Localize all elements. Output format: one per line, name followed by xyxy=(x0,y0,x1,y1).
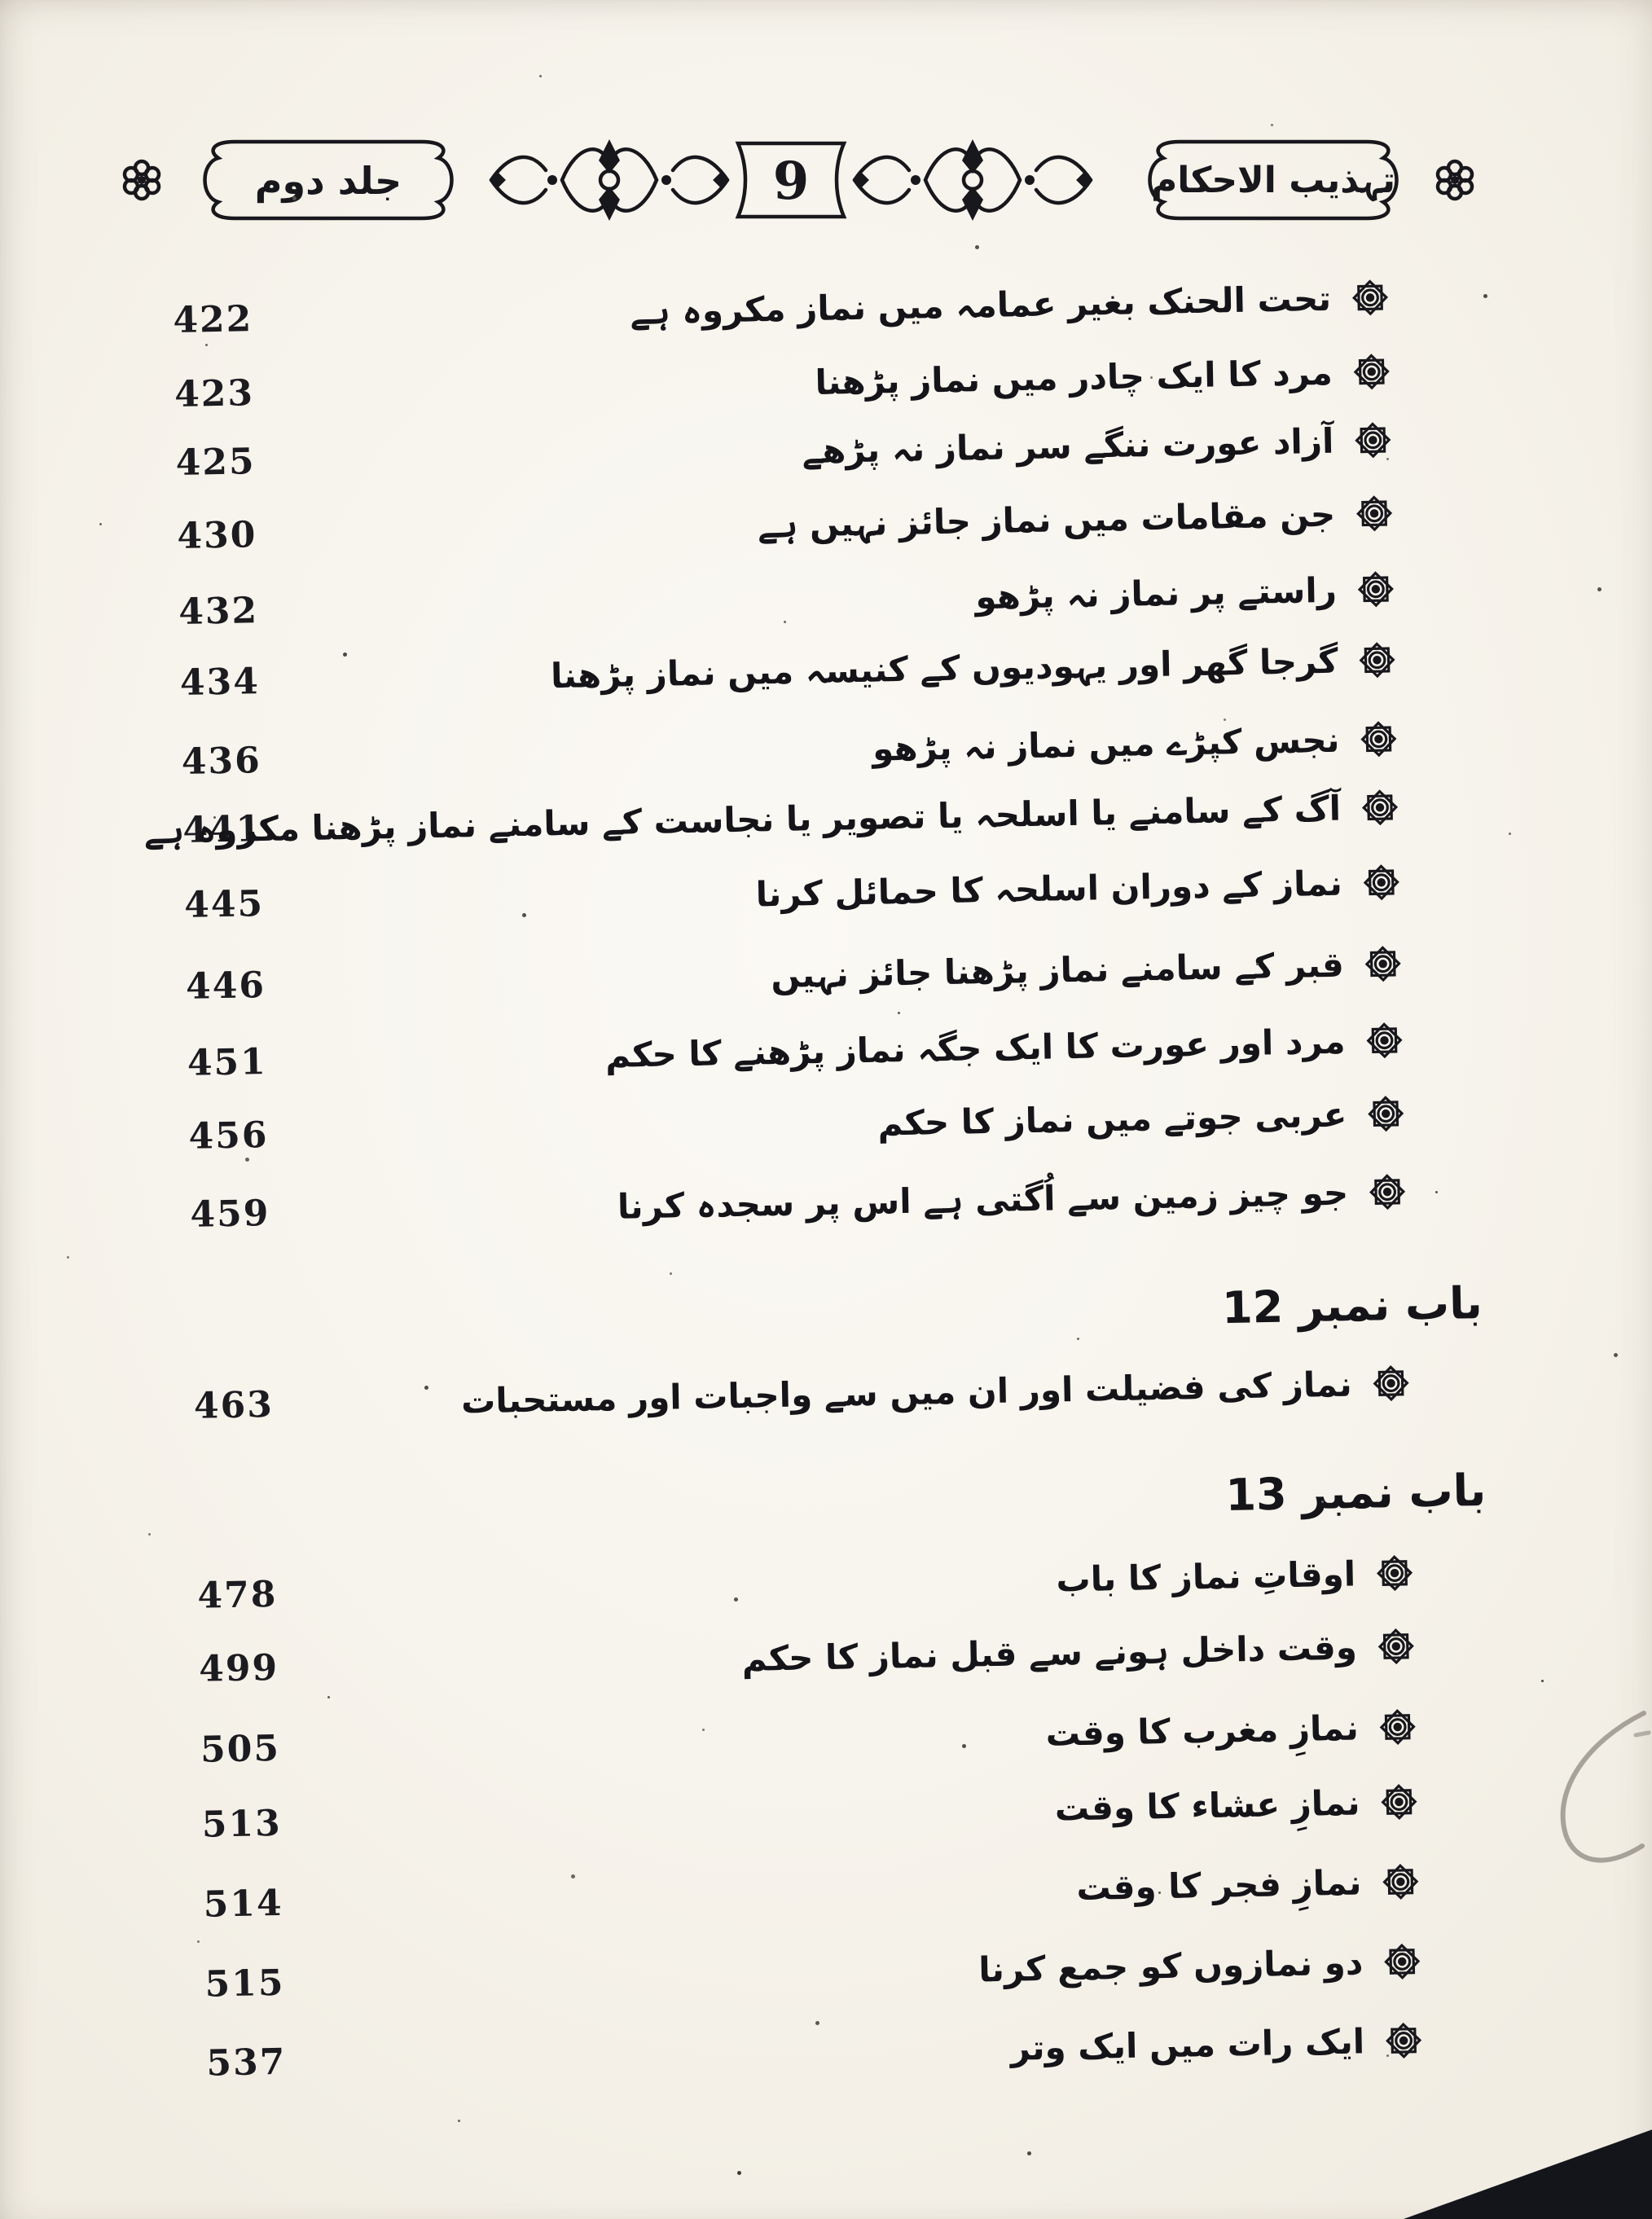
entry-page-number: 463 xyxy=(193,1383,275,1427)
entry-title: نماز کے دوران اسلحہ کا حمائل کرنا xyxy=(755,863,1343,915)
toc-entry: 514 نمازِ فجر کا وقت xyxy=(30,1847,1652,1937)
rosette-bullet-icon xyxy=(1347,275,1393,321)
entry-title: تحت الحنک بغیر عمامہ میں نماز مکروہ ہے xyxy=(629,278,1332,332)
page-number: 9 xyxy=(773,151,810,212)
toc-entry: 499 وقت داخل ہونے سے قبل نماز کا حکم xyxy=(25,1611,1652,1702)
rosette-bullet-icon xyxy=(1363,1091,1409,1137)
toc-entry: 430 جن مقامات میں نماز جائز نہیں ہے xyxy=(4,479,1652,569)
toc-entry: 505 نمازِ مغرب کا وقت xyxy=(27,1692,1652,1782)
toc-entry: 513 نمازِ عشاء کا وقت xyxy=(29,1767,1652,1857)
entry-title: مرد اور عورت کا ایک جگہ نماز پڑھنے کا حک… xyxy=(604,1021,1346,1076)
rosette-bullet-icon xyxy=(1350,417,1396,464)
entry-page-number: 459 xyxy=(190,1192,270,1236)
entry-page-number: 434 xyxy=(179,661,261,704)
toc-entry: 434 گرجا گھر اور یہودیوں کے کنیسہ میں نم… xyxy=(7,626,1652,716)
rosette-bullet-icon xyxy=(1348,349,1395,395)
volume-label: جلد دوم xyxy=(255,159,402,203)
entry-page-number: 423 xyxy=(174,372,255,416)
toc-entry: 451 مرد اور عورت کا ایک جگہ نماز پڑھنے ک… xyxy=(14,1006,1652,1096)
toc-entry: 515 دو نمازوں کو جمع کرنا xyxy=(32,1927,1652,2017)
entry-page-number: 513 xyxy=(201,1802,283,1846)
entry-page-number: 446 xyxy=(185,964,266,1008)
rosette-bullet-icon xyxy=(1361,1017,1408,1064)
entry-title: نمازِ مغرب کا وقت xyxy=(1045,1707,1360,1754)
entry-title: ایک رات میں ایک وتر xyxy=(1010,2021,1365,2068)
rosette-bullet-icon xyxy=(1360,941,1406,987)
entry-page-number: 515 xyxy=(204,1962,285,2006)
entry-title: آگ کے سامنے یا اسلحہ یا تصویر یا نجاست ک… xyxy=(143,788,1342,851)
rosette-bullet-icon xyxy=(1356,784,1403,831)
toc-entry: 446 قبر کے سامنے نماز پڑھنا جائز نہیں xyxy=(12,929,1652,1020)
rosette-bullet-icon xyxy=(1364,1169,1411,1215)
entry-title: جن مقامات میں نماز جائز نہیں ہے xyxy=(757,494,1336,546)
entry-title: نمازِ عشاء کا وقت xyxy=(1054,1782,1360,1829)
scan-noise-speckles xyxy=(0,0,2,2)
rosette-bullet-icon xyxy=(1379,1938,1426,1984)
toc-entry: 432 راستے پر نماز نہ پڑھو xyxy=(5,555,1652,645)
rosette-bullet-icon xyxy=(1358,859,1404,906)
entry-title: اوقاتِ نماز کا باب xyxy=(1056,1553,1356,1600)
rosette-bullet-icon xyxy=(1354,637,1400,683)
entry-title: گرجا گھر اور یہودیوں کے کنیسہ میں نماز پ… xyxy=(550,640,1339,696)
rosette-bullet-icon xyxy=(1376,1778,1422,1825)
entry-title: عربی جوتے میں نماز کا حکم xyxy=(877,1094,1347,1144)
entry-page-number: 478 xyxy=(196,1573,278,1617)
entry-page-number: 436 xyxy=(181,740,262,783)
toc-entry: 463 نماز کی فضیلت اور ان میں سے واجبات ا… xyxy=(20,1348,1652,1439)
entry-page-number: 445 xyxy=(183,883,265,926)
entry-page-number: 514 xyxy=(203,1882,284,1926)
toc-entry: 423 مرد کا ایک چادر میں نماز پڑھنا xyxy=(1,337,1652,428)
rosette-bullet-icon xyxy=(1374,1703,1421,1750)
entry-page-number: 451 xyxy=(187,1041,268,1084)
entry-title: آزاد عورت ننگے سر نماز نہ پڑھے xyxy=(802,420,1334,472)
rosette-bullet-icon xyxy=(1377,1858,1424,1905)
entry-page-number: 430 xyxy=(177,514,257,558)
entry-title: نمازِ فجر کا وقت xyxy=(1076,1862,1362,1909)
entry-title: دو نمازوں کو جمع کرنا xyxy=(978,1942,1364,1990)
entry-title: مرد کا ایک چادر میں نماز پڑھنا xyxy=(815,352,1333,402)
book-title: تہذیب الاحکام xyxy=(1151,160,1395,202)
entry-page-number: 505 xyxy=(200,1727,281,1771)
toc-entry: 445 نماز کے دوران اسلحہ کا حمائل کرنا xyxy=(11,848,1652,938)
rosette-bullet-icon xyxy=(1355,716,1402,762)
entry-page-number: 425 xyxy=(175,441,257,485)
entry-page-number: 456 xyxy=(188,1114,269,1158)
rosette-bullet-icon xyxy=(1373,1624,1419,1670)
rosette-bullet-icon xyxy=(1381,2017,1427,2063)
rosette-bullet-icon xyxy=(1368,1360,1414,1407)
entry-title: جو چیز زمین سے اُگتی ہے اس پر سجدہ کرنا xyxy=(617,1172,1349,1227)
toc-entry: 537 ایک رات میں ایک وتر xyxy=(33,2006,1652,2096)
toc-entry: 425 آزاد عورت ننگے سر نماز نہ پڑھے xyxy=(2,406,1652,496)
entry-title: قبر کے سامنے نماز پڑھنا جائز نہیں xyxy=(770,944,1345,996)
entry-page-number: 422 xyxy=(172,298,253,342)
toc-entry: 436 نجس کپڑے میں نماز نہ پڑھو xyxy=(8,705,1652,795)
entry-page-number: 537 xyxy=(206,2041,287,2085)
toc-entry: 456 عربی جوتے میں نماز کا حکم xyxy=(15,1079,1652,1170)
rosette-bullet-icon xyxy=(1372,1550,1418,1597)
entry-title: وقت داخل ہونے سے قبل نماز کا حکم xyxy=(741,1627,1358,1679)
entry-page-number: 432 xyxy=(178,590,259,633)
page-number-box xyxy=(735,141,847,219)
chapter-heading: باب نمبر 13 xyxy=(1224,1464,1487,1522)
toc-entry: 441 آگ کے سامنے یا اسلحہ یا تصویر یا نجا… xyxy=(10,773,1652,863)
rosette-bullet-icon xyxy=(1351,490,1398,537)
entry-title: راستے پر نماز نہ پڑھو xyxy=(974,569,1338,617)
entry-title: نماز کی فضیلت اور ان میں سے واجبات اور م… xyxy=(460,1364,1353,1421)
toc-entry: 478 اوقاتِ نماز کا باب xyxy=(24,1538,1652,1628)
rosette-bullet-icon xyxy=(1352,566,1399,613)
toc-entry: 422 تحت الحنک بغیر عمامہ میں نماز مکروہ … xyxy=(0,263,1652,354)
entry-page-number: 499 xyxy=(198,1646,279,1690)
toc-entry: 459 جو چیز زمین سے اُگتی ہے اس پر سجدہ ک… xyxy=(17,1158,1652,1248)
entry-title: نجس کپڑے میں نماز نہ پڑھو xyxy=(872,719,1340,769)
header-ornament-band: جلد دوم 9 تہذیب الاحکام xyxy=(121,127,1474,235)
